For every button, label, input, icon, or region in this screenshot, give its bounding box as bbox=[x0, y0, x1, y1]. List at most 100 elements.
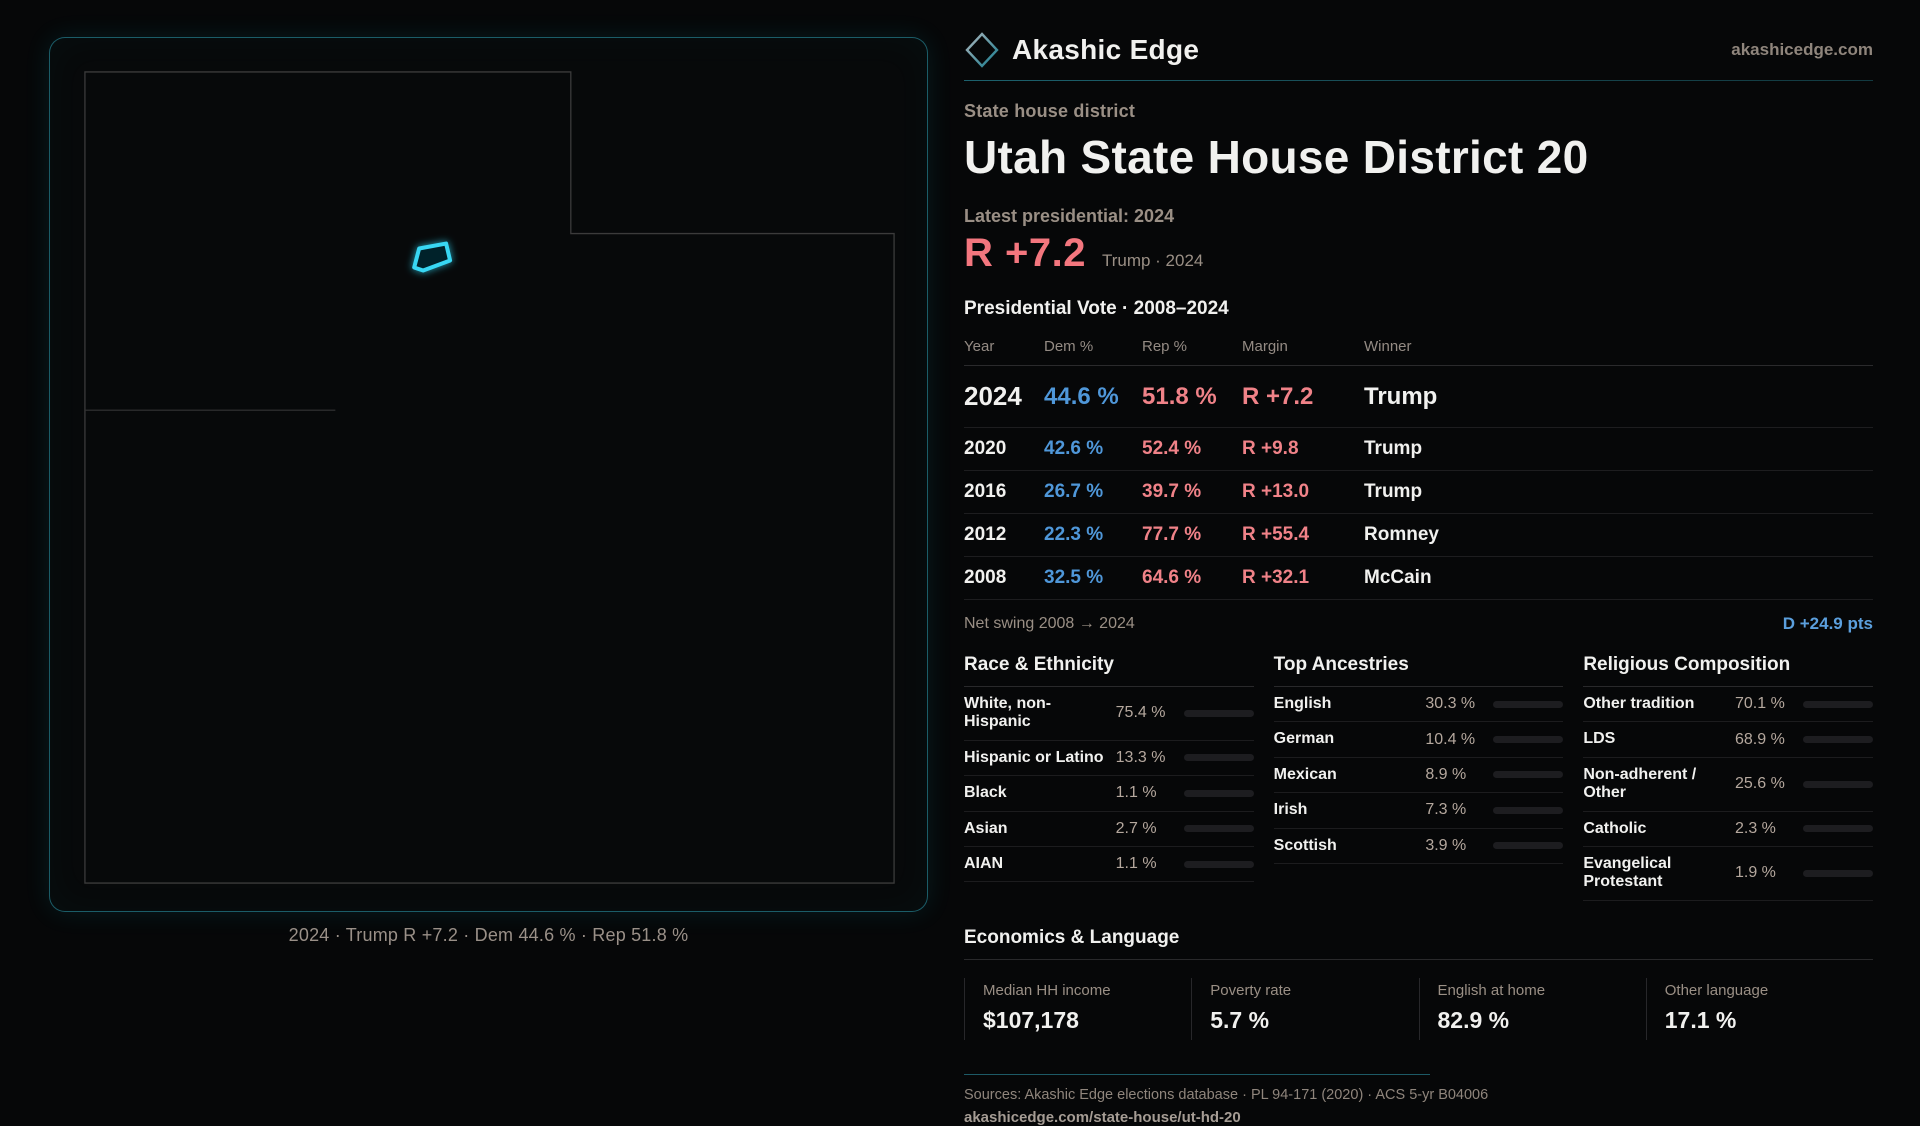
year-cell: 2008 bbox=[964, 567, 1007, 588]
demo-row: Non-adherent / Other 25.6 % bbox=[1583, 758, 1873, 812]
margin-cell: R +9.8 bbox=[1242, 438, 1299, 459]
stat-label: Poverty rate bbox=[1210, 981, 1292, 999]
dem-cell: 44.6 % bbox=[1044, 382, 1119, 410]
brand-name: Akashic Edge bbox=[1012, 34, 1200, 65]
demo-value: 1.1 % bbox=[1115, 855, 1157, 873]
rep-cell: 52.4 % bbox=[1142, 438, 1202, 459]
table-row: 2012 22.3 % 77.7 % R +55.4 Romney bbox=[964, 514, 1873, 557]
stat-value: $107,178 bbox=[983, 1006, 1079, 1033]
demo-label: Other tradition bbox=[1583, 695, 1695, 712]
demo-row: Other tradition 70.1 % bbox=[1583, 687, 1873, 723]
table-row: 2008 32.5 % 64.6 % R +32.1 McCain bbox=[964, 557, 1873, 600]
stat-label: Other language bbox=[1664, 981, 1769, 999]
demo-label: Non-adherent / Other bbox=[1583, 765, 1697, 802]
latest-presidential-label: Latest presidential: 2024 bbox=[964, 206, 1175, 226]
rep-cell: 51.8 % bbox=[1142, 382, 1217, 410]
demo-row: White, non-Hispanic 75.4 % bbox=[964, 687, 1254, 741]
demo-value: 13.3 % bbox=[1115, 748, 1166, 766]
headline-margin-value: R +7.2 bbox=[964, 231, 1086, 275]
dem-cell: 32.5 % bbox=[1044, 567, 1104, 588]
section-race-ethnicity: Race & Ethnicity White, non-Hispanic 75.… bbox=[964, 654, 1254, 901]
demo-row: English 30.3 % bbox=[1273, 687, 1564, 723]
district-type-kicker: State house district bbox=[964, 101, 1136, 121]
demo-value: 1.9 % bbox=[1734, 864, 1776, 882]
demo-label: Black bbox=[964, 784, 1007, 802]
net-swing-label: Net swing 2008 → 2024 bbox=[964, 615, 1135, 632]
demo-label: Mexican bbox=[1273, 765, 1337, 783]
rep-cell: 77.7 % bbox=[1142, 524, 1202, 545]
demo-label: English bbox=[1273, 695, 1332, 712]
demo-row: LDS 68.9 % bbox=[1583, 722, 1873, 758]
bar-track bbox=[1493, 771, 1564, 779]
demo-value: 3.9 % bbox=[1425, 836, 1467, 854]
table-row: 2024 44.6 % 51.8 % R +7.2 Trump bbox=[964, 366, 1873, 428]
section-religious-composition: Religious Composition Other tradition 70… bbox=[1583, 654, 1873, 901]
demo-value: 70.1 % bbox=[1734, 695, 1785, 713]
stat-poverty-rate: Poverty rate 5.7 % bbox=[1191, 977, 1418, 1040]
bar-track bbox=[1183, 789, 1254, 797]
col-rep: Rep % bbox=[1142, 338, 1188, 355]
demo-value: 25.6 % bbox=[1734, 775, 1785, 793]
bar-track bbox=[1802, 700, 1873, 708]
presidential-vote-table: Year Dem % Rep % Margin Winner 2024 44.6… bbox=[964, 334, 1873, 600]
utah-state-outline bbox=[84, 71, 895, 884]
bar-track bbox=[1802, 780, 1873, 788]
net-swing: Net swing 2008 → 2024 D +24.9 pts bbox=[964, 612, 1873, 634]
col-dem: Dem % bbox=[1044, 338, 1094, 355]
brand: Akashic Edge bbox=[964, 30, 1199, 70]
demo-row: Scottish 3.9 % bbox=[1273, 829, 1564, 864]
page-title: Utah State House District 20 bbox=[964, 131, 1589, 183]
dem-cell: 22.3 % bbox=[1044, 524, 1104, 545]
net-swing-value: D +24.9 pts bbox=[1782, 614, 1873, 633]
dem-cell: 26.7 % bbox=[1044, 481, 1104, 502]
economics-title: Economics & Language bbox=[964, 927, 1873, 960]
stat-label: Median HH income bbox=[983, 981, 1111, 999]
bar-track bbox=[1802, 869, 1873, 877]
demo-row: Irish 7.3 % bbox=[1273, 793, 1564, 829]
stat-other-language: Other language 17.1 % bbox=[1645, 977, 1873, 1040]
bar-track bbox=[1802, 825, 1873, 833]
col-winner: Winner bbox=[1364, 338, 1412, 355]
margin-cell: R +7.2 bbox=[1242, 382, 1314, 410]
winner-cell: Trump bbox=[1364, 481, 1423, 502]
district-20-marker[interactable] bbox=[412, 241, 453, 273]
demo-label: Catholic bbox=[1583, 819, 1647, 837]
demo-label: White, non-Hispanic bbox=[964, 695, 1052, 731]
demo-row: German 10.4 % bbox=[1273, 722, 1564, 758]
demo-row: Hispanic or Latino 13.3 % bbox=[964, 741, 1254, 777]
permalink[interactable]: akashicedge.com/state-house/ut-hd-20 bbox=[964, 1108, 1241, 1126]
headline-margin: R +7.2 Trump · 2024 bbox=[964, 231, 1873, 276]
dem-cell: 42.6 % bbox=[1044, 438, 1104, 459]
demo-label: Scottish bbox=[1273, 836, 1337, 854]
utah-map bbox=[84, 71, 895, 884]
stat-median-hh-income: Median HH income $107,178 bbox=[964, 977, 1191, 1040]
demo-row: Black 1.1 % bbox=[964, 776, 1254, 812]
section-title: Race & Ethnicity bbox=[964, 654, 1254, 687]
winner-cell: Romney bbox=[1364, 524, 1439, 545]
winner-cell: Trump bbox=[1364, 382, 1438, 410]
demo-value: 68.9 % bbox=[1734, 730, 1785, 748]
stat-value: 82.9 % bbox=[1437, 1006, 1510, 1033]
demo-label: Irish bbox=[1273, 801, 1308, 819]
demo-label: AIAN bbox=[964, 854, 1004, 872]
sources-line: Sources: Akashic Edge elections database… bbox=[964, 1086, 1489, 1103]
demo-value: 8.9 % bbox=[1425, 765, 1467, 783]
year-cell: 2016 bbox=[964, 481, 1007, 502]
economics-stats: Median HH income $107,178 Poverty rate 5… bbox=[964, 977, 1873, 1040]
table-row: 2016 26.7 % 39.7 % R +13.0 Trump bbox=[964, 471, 1873, 514]
demographics: Race & Ethnicity White, non-Hispanic 75.… bbox=[964, 654, 1873, 901]
demo-label: LDS bbox=[1583, 730, 1616, 748]
stat-value: 17.1 % bbox=[1664, 1006, 1737, 1033]
demo-value: 30.3 % bbox=[1425, 695, 1476, 713]
demo-row: Catholic 2.3 % bbox=[1583, 812, 1873, 847]
year-cell: 2020 bbox=[964, 438, 1007, 459]
demo-row: AIAN 1.1 % bbox=[964, 847, 1254, 883]
section-top-ancestries: Top Ancestries English 30.3 % German 10.… bbox=[1273, 654, 1564, 901]
district-map-panel bbox=[49, 37, 928, 912]
stat-english-at-home: English at home 82.9 % bbox=[1418, 977, 1646, 1040]
demo-label: Hispanic or Latino bbox=[964, 748, 1104, 766]
margin-cell: R +13.0 bbox=[1242, 481, 1310, 502]
brand-domain-link[interactable]: akashicedge.com bbox=[1731, 40, 1873, 59]
detail-panel: Akashic Edge akashicedge.com State house… bbox=[964, 28, 1873, 1126]
winner-cell: Trump bbox=[1364, 438, 1423, 459]
